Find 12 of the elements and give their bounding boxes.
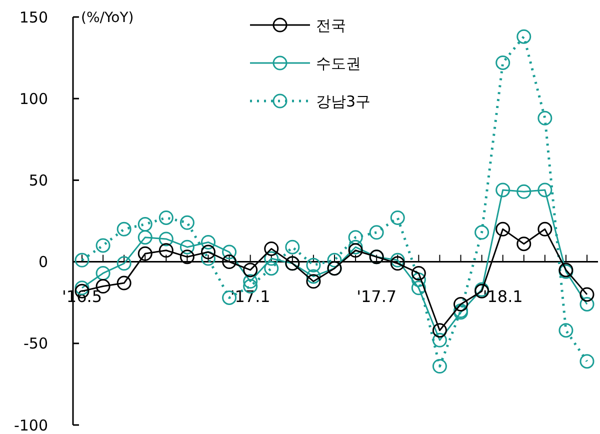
legend-label: 전국 [316, 16, 346, 34]
legend-label: 수도권 [316, 54, 361, 72]
y-axis-title: (%/YoY) [81, 10, 134, 26]
y-tick-label: 150 [19, 8, 48, 26]
x-tick-label: '18.1 [482, 286, 523, 306]
y-tick-label: -50 [24, 334, 48, 353]
y-tick-label: 0 [38, 253, 48, 272]
x-tick-label: '17.7 [356, 286, 397, 306]
y-tick-label: 50 [28, 171, 48, 190]
y-tick-label: -100 [14, 416, 48, 434]
y-tick-label: 100 [19, 90, 48, 108]
legend-label: 강남3구 [316, 92, 371, 110]
